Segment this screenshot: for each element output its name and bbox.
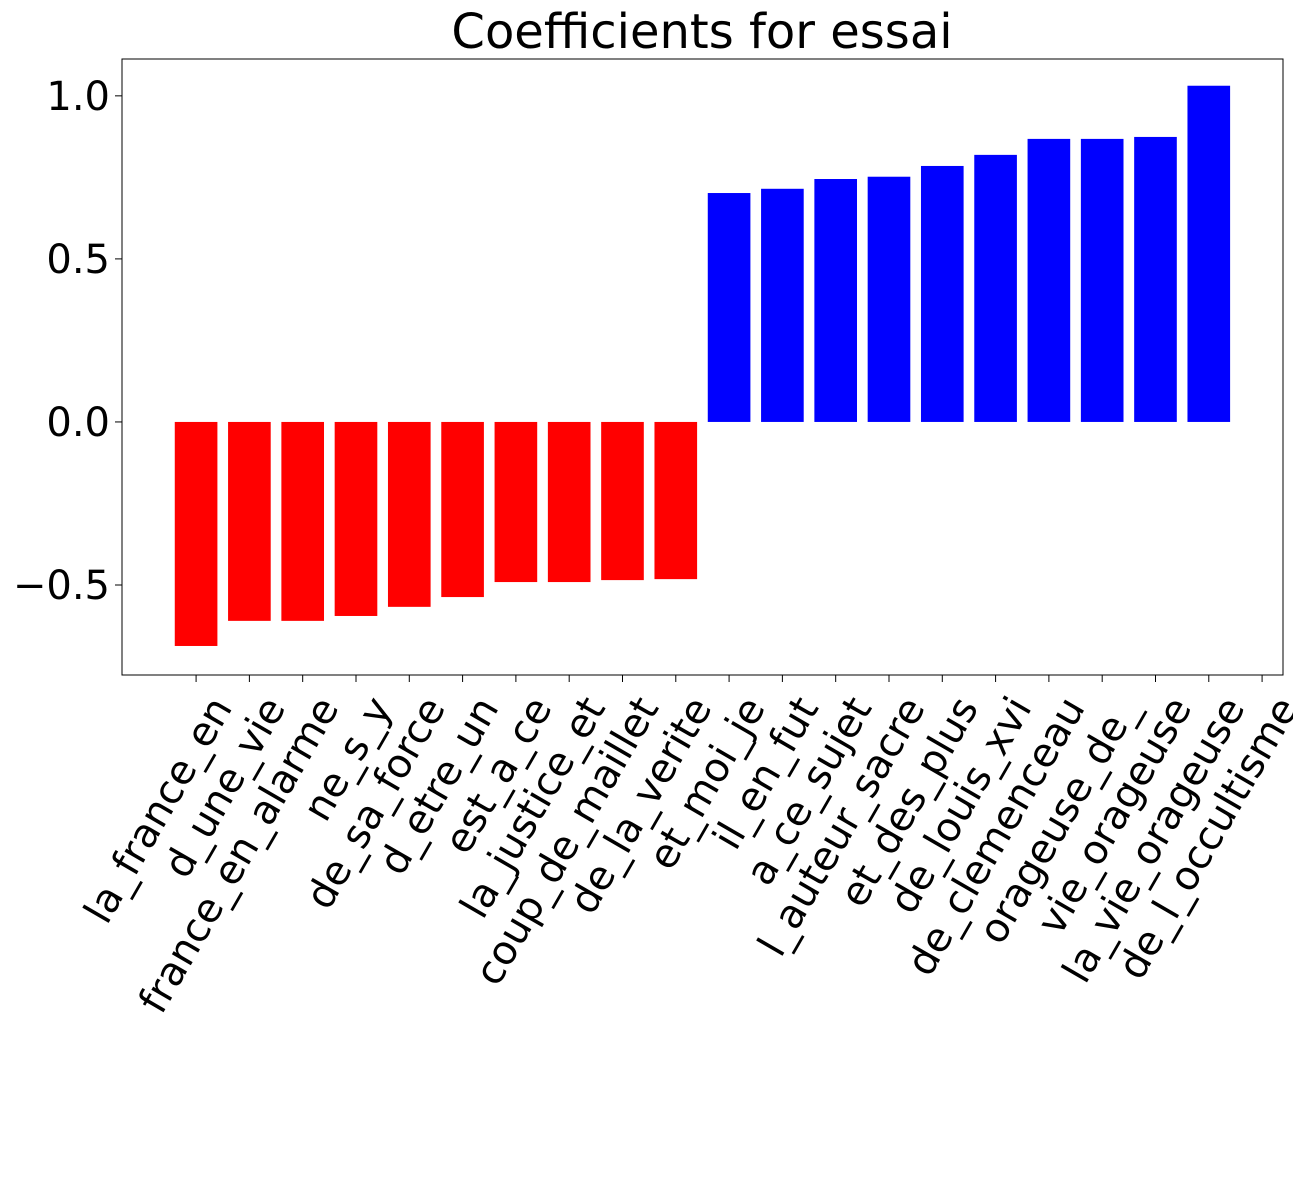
bar bbox=[547, 421, 591, 583]
y-tick-label: −0.5 bbox=[13, 563, 110, 609]
bar bbox=[974, 154, 1017, 422]
bar bbox=[867, 176, 911, 422]
bar bbox=[1187, 85, 1231, 422]
bar bbox=[814, 179, 858, 422]
plot-frame bbox=[121, 58, 1284, 676]
bar bbox=[601, 421, 644, 581]
bar bbox=[281, 421, 325, 621]
bar bbox=[654, 421, 698, 580]
bar bbox=[334, 421, 378, 616]
y-tick-label: 0.5 bbox=[46, 237, 110, 283]
bar bbox=[387, 421, 431, 607]
y-tick-label: 1.0 bbox=[46, 74, 110, 120]
bar bbox=[707, 193, 751, 422]
bar bbox=[494, 421, 538, 583]
bar bbox=[1080, 138, 1124, 422]
bar bbox=[1027, 138, 1071, 422]
bar bbox=[761, 188, 804, 422]
bar bbox=[920, 165, 964, 422]
chart-title: Coefficients for essai bbox=[451, 4, 952, 60]
y-tick-label: 0.0 bbox=[46, 400, 110, 446]
bar bbox=[1134, 136, 1177, 422]
bar bbox=[228, 421, 271, 621]
bar bbox=[441, 421, 484, 598]
bar bbox=[174, 421, 218, 646]
